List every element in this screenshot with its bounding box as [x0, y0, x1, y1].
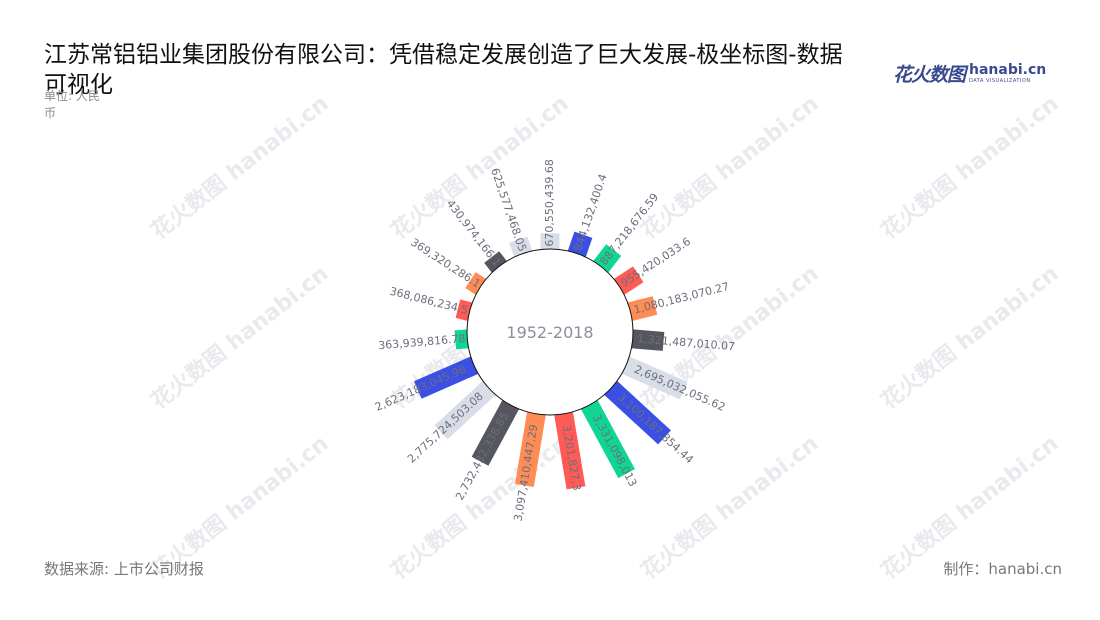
bar-label-5: 1,321,487,010.07	[637, 332, 736, 353]
bar-label-17: 430,974,166.1	[444, 197, 504, 269]
hanabi-logo: 花火数图 hanabi.cn DATA VISUALIZATION	[893, 60, 1046, 86]
logo-en: hanabi.cn	[969, 61, 1047, 78]
bar-1	[567, 231, 593, 259]
bar-9	[553, 410, 586, 490]
center-label: 1952-2018	[506, 323, 593, 342]
bar-label-0: 670,550,439.68	[543, 159, 556, 246]
bar-4	[626, 296, 658, 322]
bar-8	[580, 398, 635, 479]
data-source: 数据来源: 上市公司财报	[44, 560, 204, 578]
bar-label-15: 368,086,234.5	[388, 285, 469, 317]
unit-label: 单位: 人民币	[44, 89, 100, 120]
bar-group	[413, 231, 688, 490]
bar-5	[629, 329, 665, 351]
bar-label-3: 955,420,033.6	[618, 235, 692, 290]
bar-label-13: 2,623,183,045.98	[373, 363, 468, 414]
bar-12	[434, 379, 497, 440]
bar-6	[620, 355, 688, 400]
bar-11	[471, 398, 520, 466]
logo-sub: DATA VISUALIZATION	[969, 77, 1031, 84]
bar-label-16: 369,320,286.1	[408, 236, 482, 291]
credit: 制作：hanabi.cn	[943, 560, 1062, 578]
bar-17	[484, 251, 508, 274]
page-title: 江苏常铝铝业集团股份有限公司：凭借稳定发展创造了巨大发展-极坐标图-数据可视化	[44, 42, 843, 98]
center-circle	[466, 248, 634, 416]
bar-label-8: 3,331,098,013	[590, 412, 640, 489]
logo-cn: 花火数图	[893, 63, 966, 86]
bar-0	[540, 233, 560, 251]
bar-10	[515, 410, 547, 487]
bar-label-6: 2,695,032,055.62	[632, 363, 727, 414]
bar-label-14: 363,939,816.78	[378, 332, 466, 352]
bar-14	[454, 329, 471, 350]
bar-16	[465, 272, 488, 296]
bar-13	[413, 355, 480, 399]
bar-7	[603, 379, 671, 445]
bar-label-18: 625,577,468.05	[488, 166, 529, 253]
